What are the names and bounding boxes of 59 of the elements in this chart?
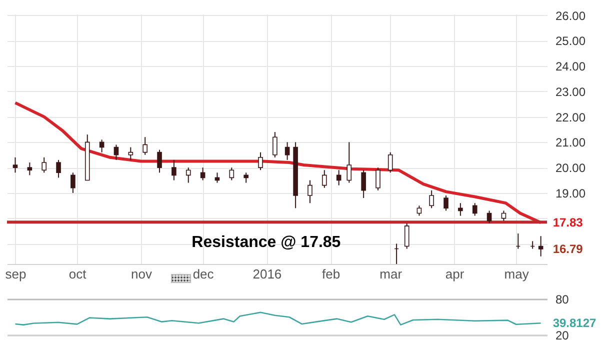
candlestick <box>346 142 352 184</box>
candlestick <box>272 132 278 158</box>
x-tick-label: dec <box>192 266 214 282</box>
candlestick <box>186 167 191 184</box>
x-tick-label: oct <box>68 266 87 282</box>
candlestick <box>27 162 32 176</box>
annotation: 17.83 <box>552 216 584 230</box>
x-tick-label: apr <box>445 266 465 282</box>
candlestick <box>99 139 104 153</box>
candlestick <box>244 172 248 184</box>
y-tick-label: 25.00 <box>556 34 586 48</box>
y-tick-label: 20.00 <box>556 161 586 176</box>
candlestick <box>416 205 422 216</box>
y-tick-label: 26.00 <box>556 8 586 23</box>
candlestick <box>114 144 119 160</box>
ref-line-label: Resistance @ 17.85 <box>192 234 341 252</box>
candlestick <box>336 170 342 186</box>
y-tick-label: 24.00 <box>556 60 586 74</box>
candlestick <box>444 194 448 212</box>
y-tick-label: 23.00 <box>556 84 586 99</box>
y-tick-label: 21.00 <box>556 136 586 150</box>
candlestick <box>361 170 366 199</box>
candlestick <box>56 159 61 178</box>
candlestick <box>258 152 263 171</box>
y-tick-label: 22.00 <box>556 110 586 124</box>
candlestick <box>172 159 176 181</box>
y-tick-label: 80 <box>556 292 570 306</box>
candlestick <box>376 167 380 191</box>
candlestick <box>404 222 410 250</box>
candlestick <box>538 236 544 257</box>
candlestick <box>486 210 492 224</box>
candlestick <box>308 180 312 204</box>
x-tick-label: mar <box>380 266 403 282</box>
line-series <box>14 101 542 224</box>
line-series <box>14 312 542 326</box>
x-tick-label: may <box>504 266 530 282</box>
candlestick <box>458 202 463 216</box>
candlestick <box>284 142 290 160</box>
candlestick <box>12 156 18 174</box>
x-tick-label: feb <box>322 266 340 282</box>
candlestick <box>142 136 148 156</box>
candlestick <box>229 167 234 181</box>
candlestick <box>157 149 162 174</box>
candlestick <box>501 210 506 222</box>
candlestick <box>200 167 206 181</box>
candlestick <box>429 190 434 209</box>
x-tick-label: nov <box>130 266 152 282</box>
y-tick-label: 19.00 <box>556 186 586 200</box>
x-tick-label: 2016 <box>252 266 282 282</box>
candlestick <box>388 152 393 174</box>
annotation: 16.79 <box>552 242 584 256</box>
candlestick <box>70 172 76 194</box>
candlestick <box>322 170 327 188</box>
candlestick <box>42 156 46 174</box>
candlestick <box>472 202 478 216</box>
candlestick <box>128 146 134 160</box>
x-tick-label: sep <box>5 266 26 282</box>
annotation: 39.8127 <box>552 316 597 330</box>
y-tick-label: 20 <box>556 328 570 342</box>
